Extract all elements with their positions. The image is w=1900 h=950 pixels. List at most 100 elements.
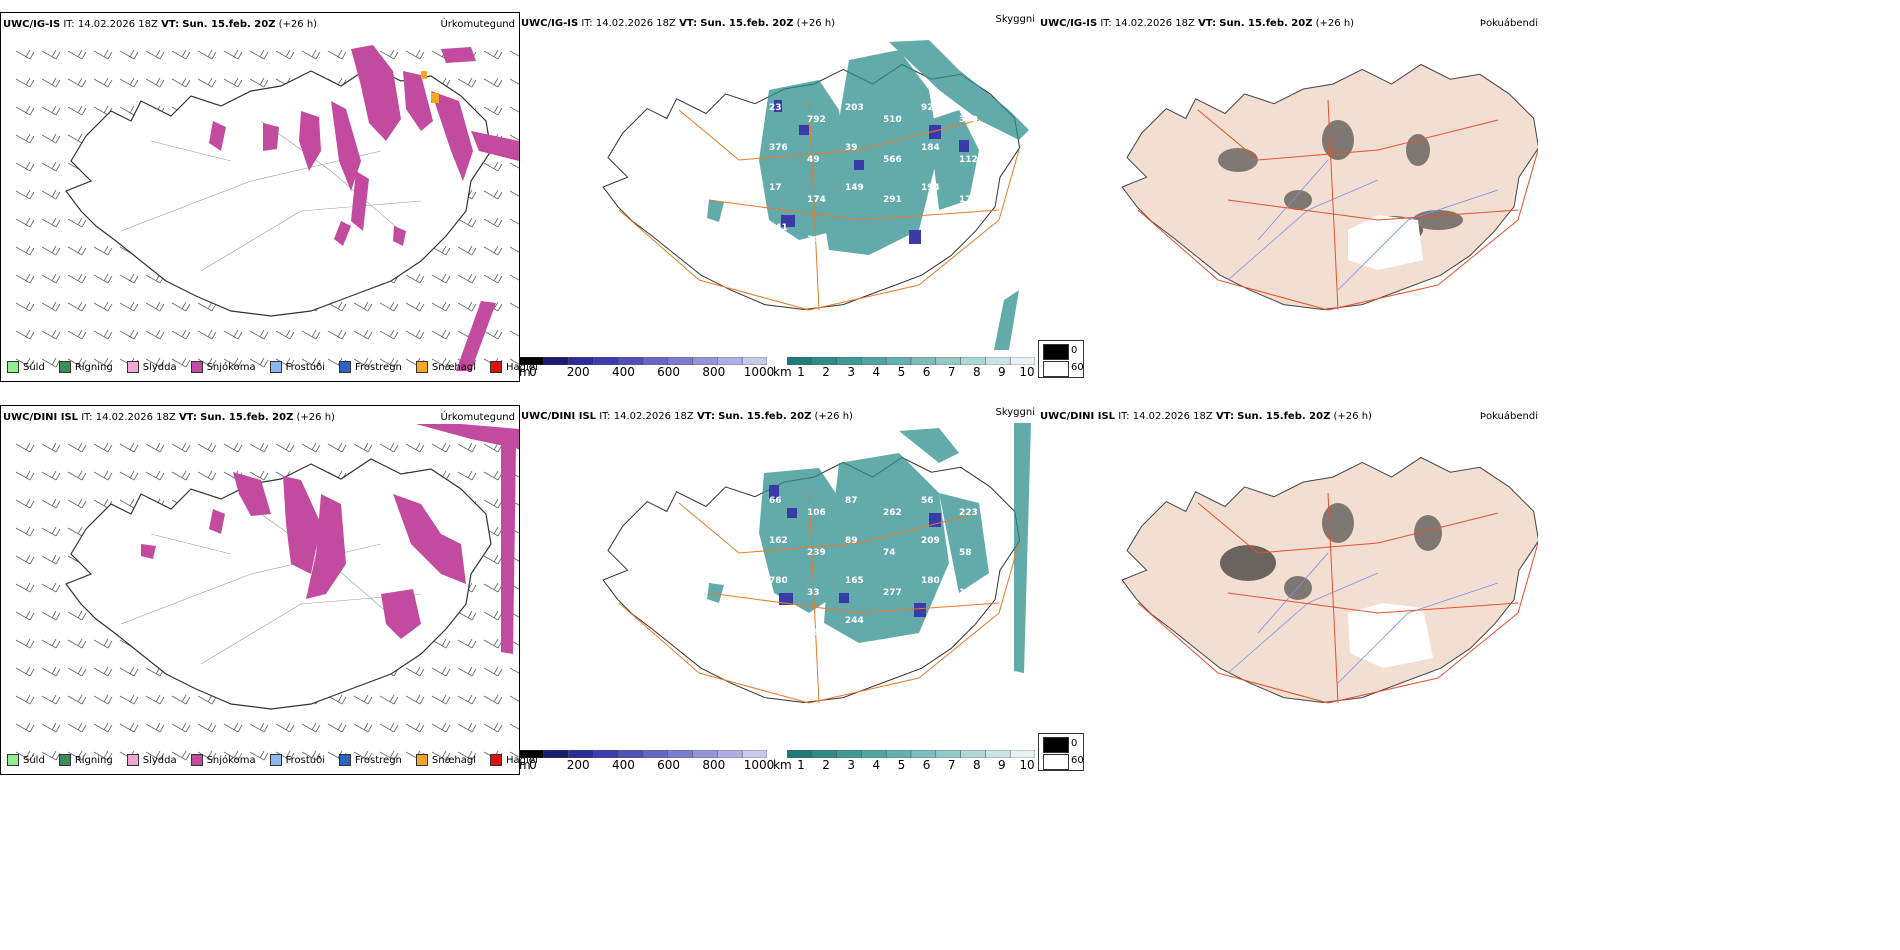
height-unit: m [519,365,531,379]
road-network [618,492,1020,704]
road-line [998,542,1020,614]
wind-barb [431,722,451,733]
road-line [1377,209,1519,221]
colorbar-segment [960,357,986,365]
wind-barb [145,442,165,453]
wind-barb [431,301,451,312]
wind-barb [41,694,61,705]
wind-barb [41,133,61,144]
colorbar-tick-label: 400 [611,365,635,379]
wind-barb [483,273,503,284]
wind-barb [145,301,165,312]
height-label: 566 [883,155,902,165]
wind-barb [483,189,503,200]
wind-barb [41,554,61,565]
height-label: 184 [921,143,940,153]
wind-barb [483,610,503,621]
wind-barb [379,722,399,733]
wind-barb [93,470,113,481]
height-label: 780 [769,576,788,586]
wind-barb [483,470,503,481]
wind-barb [41,498,61,509]
wind-barb [197,357,217,368]
wind-barb [41,105,61,116]
road-line [678,502,740,554]
road-line [858,512,980,544]
wind-barb [327,442,347,453]
colorbar-tick-label: 1 [797,365,805,379]
legend-item: Frostúði [269,754,325,766]
colorbar-segment [692,357,718,365]
colorbar-segment [543,750,569,758]
wind-barb [379,442,399,453]
wind-barb [353,750,373,761]
wind-barb [353,301,373,312]
colorbar-tick-label: 5 [897,758,906,772]
wind-barb [145,357,165,368]
wind-barb [67,498,87,509]
wind-barb [15,329,35,340]
road-line [150,140,232,162]
wind-barb [457,301,477,312]
high-ground-areas [769,485,941,617]
wind-barb [145,470,165,481]
wind-barb [223,442,243,453]
wind-barb [15,554,35,565]
wind-barb [223,357,243,368]
legend-swatch [339,754,351,766]
wind-barb [41,189,61,200]
colorbar-tick-label: 600 [657,365,681,379]
river-line [1227,602,1309,674]
road-line [1327,492,1339,704]
colorbar-segment [910,750,937,758]
wind-barb [249,329,269,340]
legend-item: Frostregn [339,361,402,373]
snow-areas [209,45,519,371]
wind-barb [379,750,399,761]
height-label: 370 [959,115,978,125]
height-label: 56 [921,496,934,506]
colorbar-segment [885,357,912,365]
road-line [1257,149,1379,161]
row-1-visibility-panel: UWC/IG-IS IT: 14.02.2026 18Z VT: Sun. 15… [519,12,1039,382]
colorbar-segment [642,357,669,365]
legend-swatch [126,754,139,766]
colorbar-segment [568,750,594,758]
wind-barb [197,77,217,88]
wind-barb [379,49,399,60]
wind-barb [249,442,269,453]
fog-map [1121,63,1538,311]
wind-barb [509,162,519,169]
low-visibility-areas [707,40,1029,350]
wind-barb [483,49,503,60]
wind-barb [93,77,113,88]
wind-barb [145,694,165,705]
legend-swatch [490,754,503,766]
wind-barb [197,722,217,733]
river-line [1337,219,1409,291]
fog-legend-low-label: 60 [1071,755,1084,766]
wind-barb [301,329,321,340]
wind-barb [197,329,217,340]
wind-barb [41,470,61,481]
wind-barb [15,498,35,509]
road-line [1227,199,1379,221]
fog-legend: 0 60 [1038,340,1084,378]
legend-swatch [339,361,351,373]
wind-barb [405,694,425,705]
wind-barb [457,666,477,677]
wind-barb [431,273,451,284]
colorbar-segment [543,357,569,365]
colorbar-segment [593,357,619,365]
colorbar-segment [568,357,594,365]
colorbar-tick-label: 8 [972,758,981,772]
wind-barb [483,638,503,649]
legend-swatch [415,361,428,373]
road-line [738,149,860,161]
wind-barb [119,301,139,312]
road-line [1377,602,1519,614]
colorbar-segment [667,750,693,758]
colorbar-segment [667,357,693,365]
height-label: 87 [845,496,858,506]
wind-barb [119,666,139,677]
